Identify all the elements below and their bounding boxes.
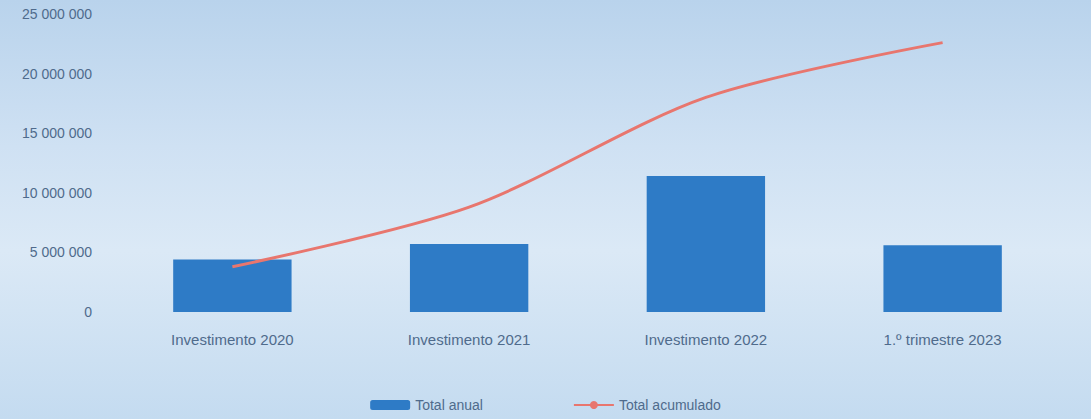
svg-text:Total anual: Total anual: [415, 397, 483, 413]
svg-text:5 000 000: 5 000 000: [30, 244, 92, 260]
svg-text:Investimento 2020: Investimento 2020: [171, 331, 294, 348]
svg-text:1.º trimestre 2023: 1.º trimestre 2023: [884, 331, 1002, 348]
svg-text:10 000 000: 10 000 000: [22, 185, 92, 201]
svg-text:Investimento 2021: Investimento 2021: [408, 331, 531, 348]
svg-text:20 000 000: 20 000 000: [22, 66, 92, 82]
svg-text:25 000 000: 25 000 000: [22, 6, 92, 22]
svg-text:0: 0: [84, 304, 92, 320]
svg-text:15 000 000: 15 000 000: [22, 125, 92, 141]
svg-text:Total acumulado: Total acumulado: [619, 397, 721, 413]
svg-text:Investimento 2022: Investimento 2022: [645, 331, 768, 348]
